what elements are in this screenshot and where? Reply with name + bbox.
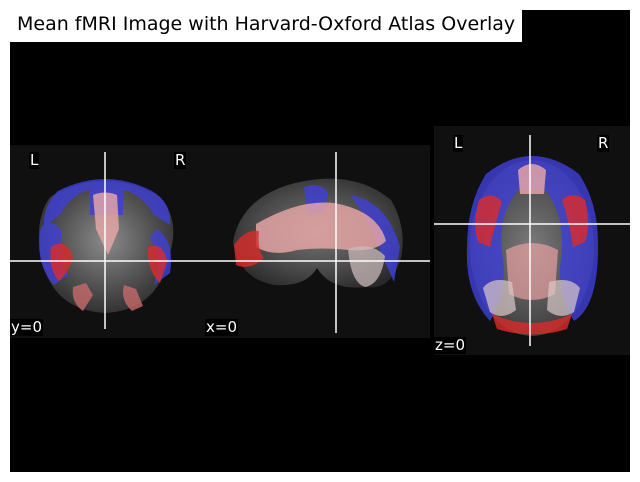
slice-coordinate-label: x=0 [205,318,238,336]
red-left-region [50,243,73,281]
left-orientation-label: L [29,151,40,169]
pink-cingulate-region [256,202,386,253]
pink-posterior-left [483,280,516,317]
pink-left-lower-region [72,283,93,311]
red-right-region [147,245,167,283]
figure-title: Mean fMRI Image with Harvard-Oxford Atla… [10,10,523,42]
sagittal-view: x=0 [203,145,430,338]
red-frontal-region [234,230,264,267]
pink-lower-region [348,246,385,287]
sagittal-brain-slice [203,152,430,333]
pink-right-lower-region [123,285,143,311]
red-left-region [475,195,502,247]
left-orientation-label: L [453,134,464,152]
coronal-view: L R y=0 [10,145,210,338]
slice-coordinate-label: y=0 [10,318,43,336]
blue-cortex-region [466,156,599,321]
coronal-brain-slice [10,152,210,329]
red-occipital-region [492,314,572,335]
right-orientation-label: R [174,151,187,169]
pink-posterior-right [547,280,580,317]
right-orientation-label: R [597,134,610,152]
red-right-region [562,195,588,247]
slice-coordinate-label: z=0 [434,336,466,354]
axial-view: L R z=0 [434,126,630,355]
axial-brain-slice [434,135,630,346]
pink-central-region [506,243,558,300]
pink-anterior-region [518,164,546,194]
